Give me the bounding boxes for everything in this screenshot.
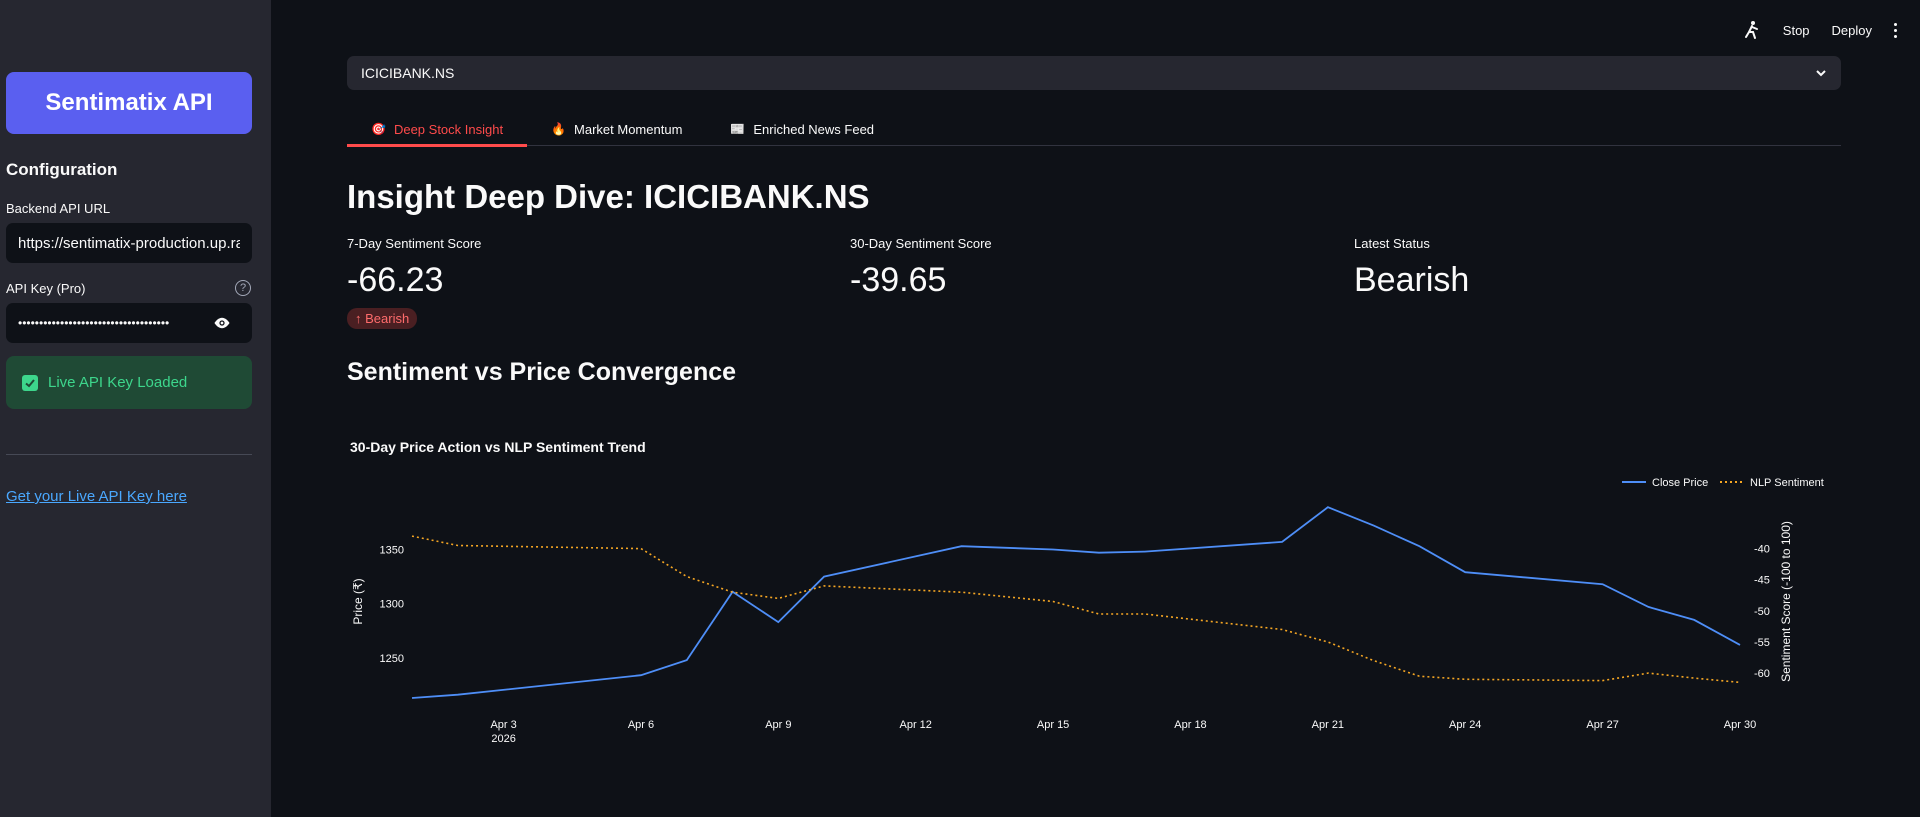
close-price-line xyxy=(411,506,1741,699)
tab-enriched-news-feed[interactable]: 📰 Enriched News Feed xyxy=(706,112,898,146)
page-title: Insight Deep Dive: ICICIBANK.NS xyxy=(347,178,870,215)
x-tick-label: Apr 30 xyxy=(1724,719,1756,731)
metric-latest-status: Latest Status Bearish xyxy=(1354,236,1469,300)
metric-value: Bearish xyxy=(1354,261,1470,299)
chevron-down-icon xyxy=(1816,70,1826,77)
tab-label: Enriched News Feed xyxy=(753,121,875,137)
nlp-sentiment-line xyxy=(411,535,1741,684)
ticker-select[interactable]: ICICIBANK.NS xyxy=(347,56,1841,90)
x-tick-label: Apr 18 xyxy=(1174,719,1206,731)
newspaper-icon: 📰 xyxy=(730,122,746,136)
metric-30day: 30-Day Sentiment Score -39.65 xyxy=(850,236,992,300)
backend-url-label: Backend API URL xyxy=(6,201,111,216)
delta-badge: ↑ Bearish xyxy=(347,308,418,329)
x-tick-label: Apr 21 xyxy=(1312,719,1344,731)
chart-title: 30-Day Price Action vs NLP Sentiment Tre… xyxy=(350,439,646,455)
fire-icon: 🔥 xyxy=(551,122,567,136)
metric-label: Latest Status xyxy=(1354,236,1430,251)
sidebar-divider xyxy=(6,454,252,455)
x-tick-label: Apr 3 xyxy=(490,719,516,731)
y2-tick-label: -55 xyxy=(1754,637,1770,649)
x-tick-label: Apr 27 xyxy=(1586,719,1618,731)
brand-button[interactable]: Sentimatix API xyxy=(6,72,252,134)
api-key-field[interactable]: •••••••••••••••••••••••••••••••••••• xyxy=(6,303,252,343)
success-alert: Live API Key Loaded xyxy=(6,356,252,409)
stop-button[interactable]: Stop xyxy=(1782,22,1810,38)
metric-value: -66.23 xyxy=(347,261,444,299)
more-menu-icon[interactable] xyxy=(1894,22,1898,38)
x-tick-label: Apr 24 xyxy=(1449,719,1481,731)
header-toolbar: Stop Deploy xyxy=(1743,18,1920,42)
y-tick-label: 1350 xyxy=(380,544,404,556)
price-sentiment-chart[interactable]: 30-Day Price Action vs NLP Sentiment Tre… xyxy=(340,430,1840,750)
metric-value: -39.65 xyxy=(850,261,947,299)
x-tick-label: Apr 6 xyxy=(628,719,654,731)
y2-tick-label: -50 xyxy=(1754,606,1770,618)
api-key-masked-value[interactable]: •••••••••••••••••••••••••••••••••••• xyxy=(18,316,170,330)
api-key-label: API Key (Pro) xyxy=(6,281,86,296)
metric-7day: 7-Day Sentiment Score -66.23 ↑ Bearish xyxy=(347,236,481,329)
y-tick-label: 1300 xyxy=(380,599,404,611)
tab-deep-stock-insight[interactable]: 🎯 Deep Stock Insight xyxy=(347,112,528,147)
metric-label: 7-Day Sentiment Score xyxy=(347,236,482,251)
checkmark-icon xyxy=(22,374,38,391)
y2-tick-label: -60 xyxy=(1754,668,1770,680)
backend-url-field[interactable] xyxy=(6,223,252,263)
x-tick-label: Apr 9 xyxy=(765,719,791,731)
eye-icon[interactable] xyxy=(212,314,232,332)
x-year-label: 2026 xyxy=(491,733,515,745)
legend-close-price-label: Close Price xyxy=(1652,477,1708,489)
x-tick-label: Apr 12 xyxy=(900,719,932,731)
y2-tick-label: -45 xyxy=(1754,575,1770,587)
metric-label: 30-Day Sentiment Score xyxy=(850,236,992,251)
backend-url-input[interactable] xyxy=(18,234,240,252)
section-title: Sentiment vs Price Convergence xyxy=(347,358,737,386)
tab-label: Deep Stock Insight xyxy=(393,121,504,137)
y2-axis-title: Sentiment Score (-100 to 100) xyxy=(1779,521,1793,682)
sidebar: Sentimatix API Configuration Backend API… xyxy=(0,0,271,817)
ticker-select-value: ICICIBANK.NS xyxy=(361,65,455,81)
y-axis-title: Price (₹) xyxy=(351,578,365,624)
success-message: Live API Key Loaded xyxy=(48,374,188,391)
tab-label: Market Momentum xyxy=(574,121,683,137)
tab-market-momentum[interactable]: 🔥 Market Momentum xyxy=(527,112,706,146)
tab-bar: 🎯 Deep Stock Insight 🔥 Market Momentum 📰… xyxy=(347,112,1841,147)
y2-tick-label: -40 xyxy=(1754,544,1770,556)
legend-nlp-sentiment-label: NLP Sentiment xyxy=(1750,477,1824,489)
x-tick-label: Apr 15 xyxy=(1037,719,1069,731)
y-tick-label: 1250 xyxy=(380,653,404,665)
get-api-key-link[interactable]: Get your Live API Key here xyxy=(6,488,187,505)
running-man-icon xyxy=(1744,21,1758,39)
deploy-button[interactable]: Deploy xyxy=(1831,22,1872,38)
config-title: Configuration xyxy=(6,160,118,179)
target-icon: 🎯 xyxy=(371,122,386,136)
help-icon[interactable]: ? xyxy=(235,280,251,296)
